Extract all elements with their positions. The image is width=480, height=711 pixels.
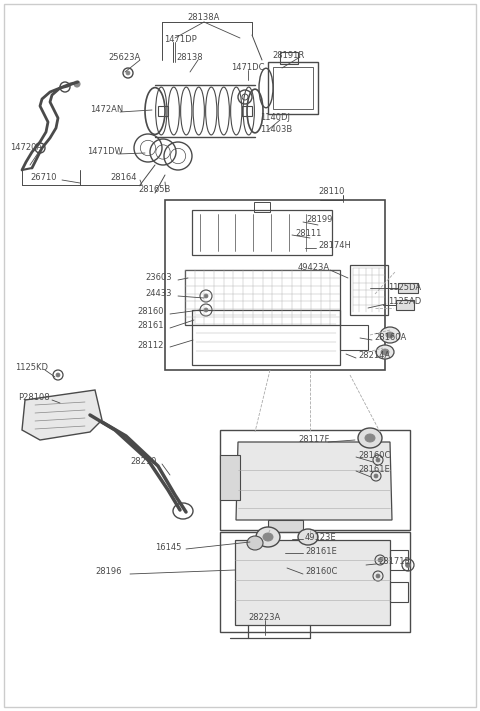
Circle shape <box>406 562 410 567</box>
Bar <box>254 202 270 212</box>
Text: 28210: 28210 <box>130 457 156 466</box>
Text: 28160C: 28160C <box>305 567 337 577</box>
Text: 28171E: 28171E <box>378 557 410 567</box>
Text: 14720A: 14720A <box>10 144 42 152</box>
Text: 28110: 28110 <box>318 188 344 196</box>
Bar <box>192 210 332 255</box>
Circle shape <box>56 373 60 377</box>
Text: 1125KD: 1125KD <box>15 363 48 373</box>
Text: 11403B: 11403B <box>260 126 292 134</box>
Bar <box>158 106 168 116</box>
Circle shape <box>204 294 208 298</box>
Text: 28138A: 28138A <box>188 14 220 23</box>
Bar <box>390 582 408 602</box>
Text: 28111: 28111 <box>295 228 322 237</box>
Polygon shape <box>236 442 392 520</box>
Text: 28191R: 28191R <box>272 50 304 60</box>
Text: 28117F: 28117F <box>298 436 329 444</box>
Text: 1472AN: 1472AN <box>90 105 123 114</box>
Ellipse shape <box>247 536 263 550</box>
Text: 28199: 28199 <box>306 215 332 225</box>
Ellipse shape <box>381 349 389 355</box>
Text: 49423A: 49423A <box>298 264 330 272</box>
Bar <box>350 265 388 315</box>
Text: 24433: 24433 <box>145 289 171 299</box>
Text: 28160A: 28160A <box>374 333 406 343</box>
Text: 1471DC: 1471DC <box>231 63 264 73</box>
Text: 26710: 26710 <box>30 173 57 183</box>
Bar <box>390 550 408 570</box>
Bar <box>273 67 313 109</box>
Text: 1471DP: 1471DP <box>164 36 197 45</box>
Text: 28174H: 28174H <box>318 242 351 250</box>
Bar <box>396 300 414 310</box>
Circle shape <box>126 71 130 75</box>
Bar <box>185 270 340 325</box>
Text: 28160C: 28160C <box>358 451 390 459</box>
Text: 28196: 28196 <box>95 567 121 577</box>
Circle shape <box>74 81 80 87</box>
Bar <box>242 106 252 116</box>
Circle shape <box>374 474 378 478</box>
Bar <box>398 283 418 293</box>
Polygon shape <box>22 390 102 440</box>
Bar <box>268 62 318 114</box>
Ellipse shape <box>380 327 400 343</box>
Bar <box>220 532 410 632</box>
Text: 25623A: 25623A <box>108 53 140 63</box>
Ellipse shape <box>298 529 318 545</box>
Text: 1125DA: 1125DA <box>388 284 421 292</box>
Text: 1125AD: 1125AD <box>388 297 421 306</box>
Text: 28214A: 28214A <box>358 351 390 360</box>
Text: 28165B: 28165B <box>138 186 170 195</box>
Text: 28112: 28112 <box>137 341 163 350</box>
Text: P28108: P28108 <box>18 393 49 402</box>
Polygon shape <box>235 540 390 625</box>
Circle shape <box>376 458 380 462</box>
Text: 23603: 23603 <box>145 274 172 282</box>
Ellipse shape <box>256 527 280 547</box>
Bar <box>220 455 240 500</box>
Circle shape <box>378 558 382 562</box>
Circle shape <box>204 308 208 312</box>
Text: 28160: 28160 <box>137 307 164 316</box>
Ellipse shape <box>358 428 382 448</box>
Ellipse shape <box>365 434 375 442</box>
Text: 1140DJ: 1140DJ <box>260 114 290 122</box>
Text: 28223A: 28223A <box>248 614 280 623</box>
Bar <box>192 310 340 365</box>
Text: 28161E: 28161E <box>305 547 337 555</box>
Bar <box>220 430 410 530</box>
Ellipse shape <box>263 533 273 541</box>
Bar <box>165 200 385 370</box>
Text: 1471DW: 1471DW <box>87 147 123 156</box>
Circle shape <box>376 574 380 578</box>
Bar <box>340 325 368 350</box>
Ellipse shape <box>386 332 394 338</box>
Text: 49123E: 49123E <box>305 533 336 542</box>
Text: 16145: 16145 <box>155 542 181 552</box>
Bar <box>268 520 303 532</box>
Text: 28161E: 28161E <box>358 464 390 474</box>
Bar <box>280 52 298 64</box>
Text: 28164: 28164 <box>110 173 136 183</box>
Ellipse shape <box>376 345 394 359</box>
Text: 28161: 28161 <box>137 321 164 331</box>
Text: 28138: 28138 <box>176 53 203 63</box>
